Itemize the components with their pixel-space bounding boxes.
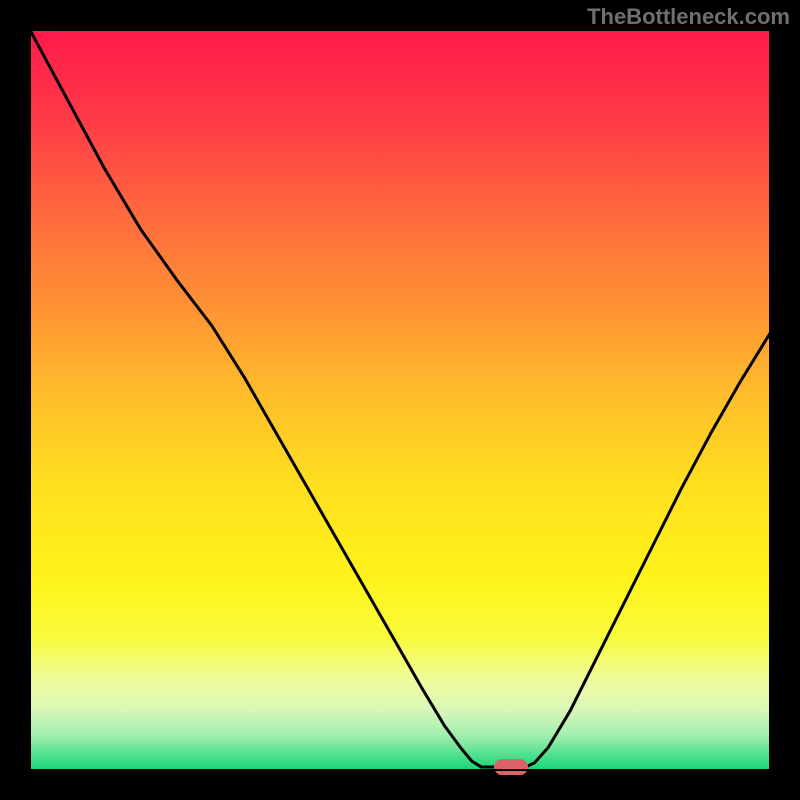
- chart-container: TheBottleneck.com: [0, 0, 800, 800]
- bottleneck-chart: [0, 0, 800, 800]
- watermark-text: TheBottleneck.com: [587, 4, 790, 30]
- gradient-background: [30, 30, 770, 770]
- optimal-point-marker: [494, 759, 528, 775]
